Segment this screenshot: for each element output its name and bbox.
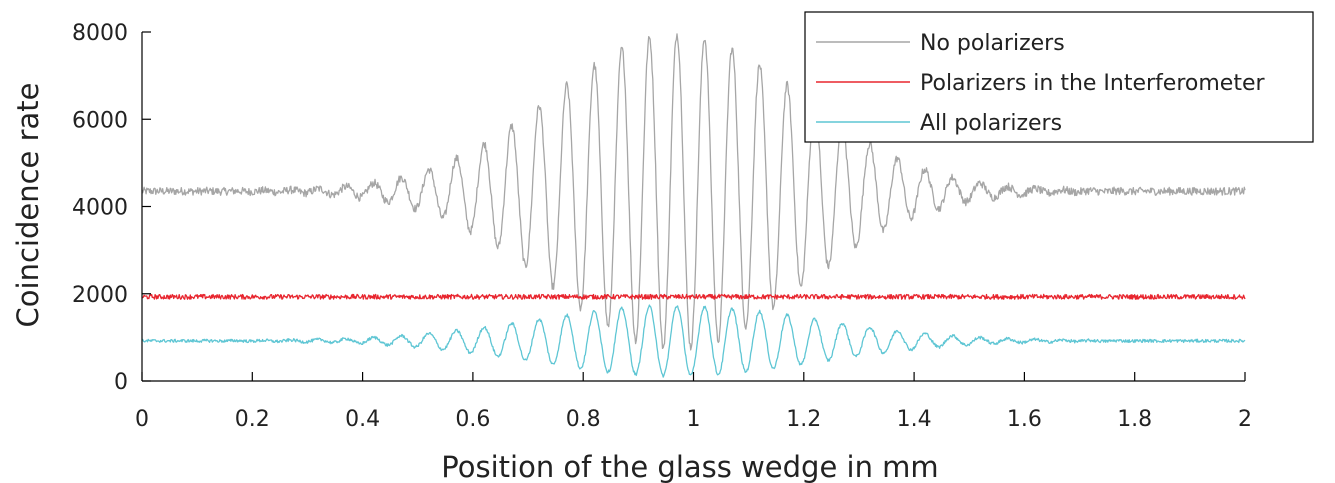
x-tick-label: 0.6 bbox=[455, 407, 490, 432]
y-axis-title: Coincidence rate bbox=[11, 83, 45, 328]
y-tick-label: 0 bbox=[114, 370, 128, 395]
y-tick-label: 4000 bbox=[72, 196, 128, 221]
series-line-1 bbox=[141, 33, 1246, 351]
x-tick-label: 1.4 bbox=[897, 407, 932, 432]
series-layer bbox=[141, 33, 1246, 378]
y-tick-label: 2000 bbox=[72, 283, 128, 308]
x-axis-title: Position of the glass wedge in mm bbox=[441, 450, 938, 483]
x-tick-label: 1 bbox=[687, 407, 701, 432]
legend-label: All polarizers bbox=[920, 111, 1062, 136]
x-tick-label: 1.6 bbox=[1007, 407, 1042, 432]
x-tick-label: 0 bbox=[135, 407, 149, 432]
axes bbox=[141, 31, 1246, 382]
series-line-2 bbox=[141, 293, 1246, 300]
legend-box bbox=[804, 11, 1314, 143]
tick-labels: 0 0.2 0.4 0.6 0.8 1 1.2 1.4 1.6 1.8 2 0 2000 4000 6000… bbox=[72, 21, 1252, 432]
y-tick-label: 8000 bbox=[72, 21, 128, 46]
x-tick-label: 0.4 bbox=[345, 407, 380, 432]
legend: No polarizers Polarizers in the Interfero… bbox=[804, 11, 1314, 143]
y-tick-label: 6000 bbox=[72, 108, 128, 133]
x-tick-label: 0.8 bbox=[566, 407, 601, 432]
x-tick-label: 2 bbox=[1238, 407, 1252, 432]
legend-label: Polarizers in the Interferometer bbox=[920, 71, 1265, 96]
x-tick-label: 0.2 bbox=[235, 407, 270, 432]
series-line-3 bbox=[141, 304, 1246, 378]
x-tick-label: 1.8 bbox=[1117, 407, 1152, 432]
x-tick-label: 1.2 bbox=[786, 407, 821, 432]
legend-label: No polarizers bbox=[920, 31, 1065, 56]
